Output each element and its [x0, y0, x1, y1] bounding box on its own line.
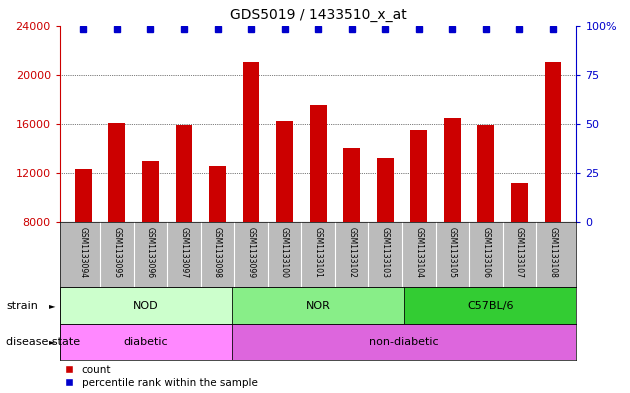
Bar [343, 148, 360, 320]
Text: strain: strain [6, 301, 38, 310]
Text: GSM1133099: GSM1133099 [246, 227, 256, 278]
Text: GSM1133104: GSM1133104 [415, 227, 423, 278]
Legend: count, percentile rank within the sample: count, percentile rank within the sample [65, 365, 258, 388]
Text: NOD: NOD [133, 301, 159, 310]
Text: GSM1133095: GSM1133095 [112, 227, 122, 278]
Bar [410, 130, 427, 320]
Text: ►: ► [49, 301, 55, 310]
Text: ►: ► [49, 338, 55, 346]
Text: GSM1133106: GSM1133106 [481, 227, 490, 278]
Text: GSM1133108: GSM1133108 [549, 227, 558, 278]
Bar [478, 125, 495, 320]
Bar [176, 125, 192, 320]
Text: GSM1133098: GSM1133098 [213, 227, 222, 278]
Bar [60, 287, 232, 324]
Text: GSM1133107: GSM1133107 [515, 227, 524, 278]
Bar [377, 158, 394, 320]
Bar [209, 165, 226, 320]
Bar [276, 121, 293, 320]
Title: GDS5019 / 1433510_x_at: GDS5019 / 1433510_x_at [230, 8, 406, 22]
Text: GSM1133100: GSM1133100 [280, 227, 289, 278]
Text: diabetic: diabetic [123, 337, 168, 347]
Text: C57BL/6: C57BL/6 [467, 301, 513, 310]
Bar [404, 287, 576, 324]
Text: GSM1133094: GSM1133094 [79, 227, 88, 278]
Text: GSM1133103: GSM1133103 [381, 227, 390, 278]
Text: GSM1133105: GSM1133105 [448, 227, 457, 278]
Text: GSM1133096: GSM1133096 [146, 227, 155, 278]
Text: disease state: disease state [6, 337, 81, 347]
Bar [75, 169, 92, 320]
Bar [60, 324, 232, 360]
Bar [544, 62, 561, 320]
Text: GSM1133097: GSM1133097 [180, 227, 188, 278]
Bar [108, 123, 125, 320]
Bar [142, 161, 159, 320]
Bar [310, 105, 326, 320]
Bar [243, 62, 260, 320]
Bar [232, 324, 576, 360]
Bar [444, 118, 461, 320]
Text: non-diabetic: non-diabetic [369, 337, 439, 347]
Text: NOR: NOR [306, 301, 331, 310]
Bar [511, 183, 528, 320]
Text: GSM1133101: GSM1133101 [314, 227, 323, 278]
Text: GSM1133102: GSM1133102 [347, 227, 356, 278]
Bar [232, 287, 404, 324]
